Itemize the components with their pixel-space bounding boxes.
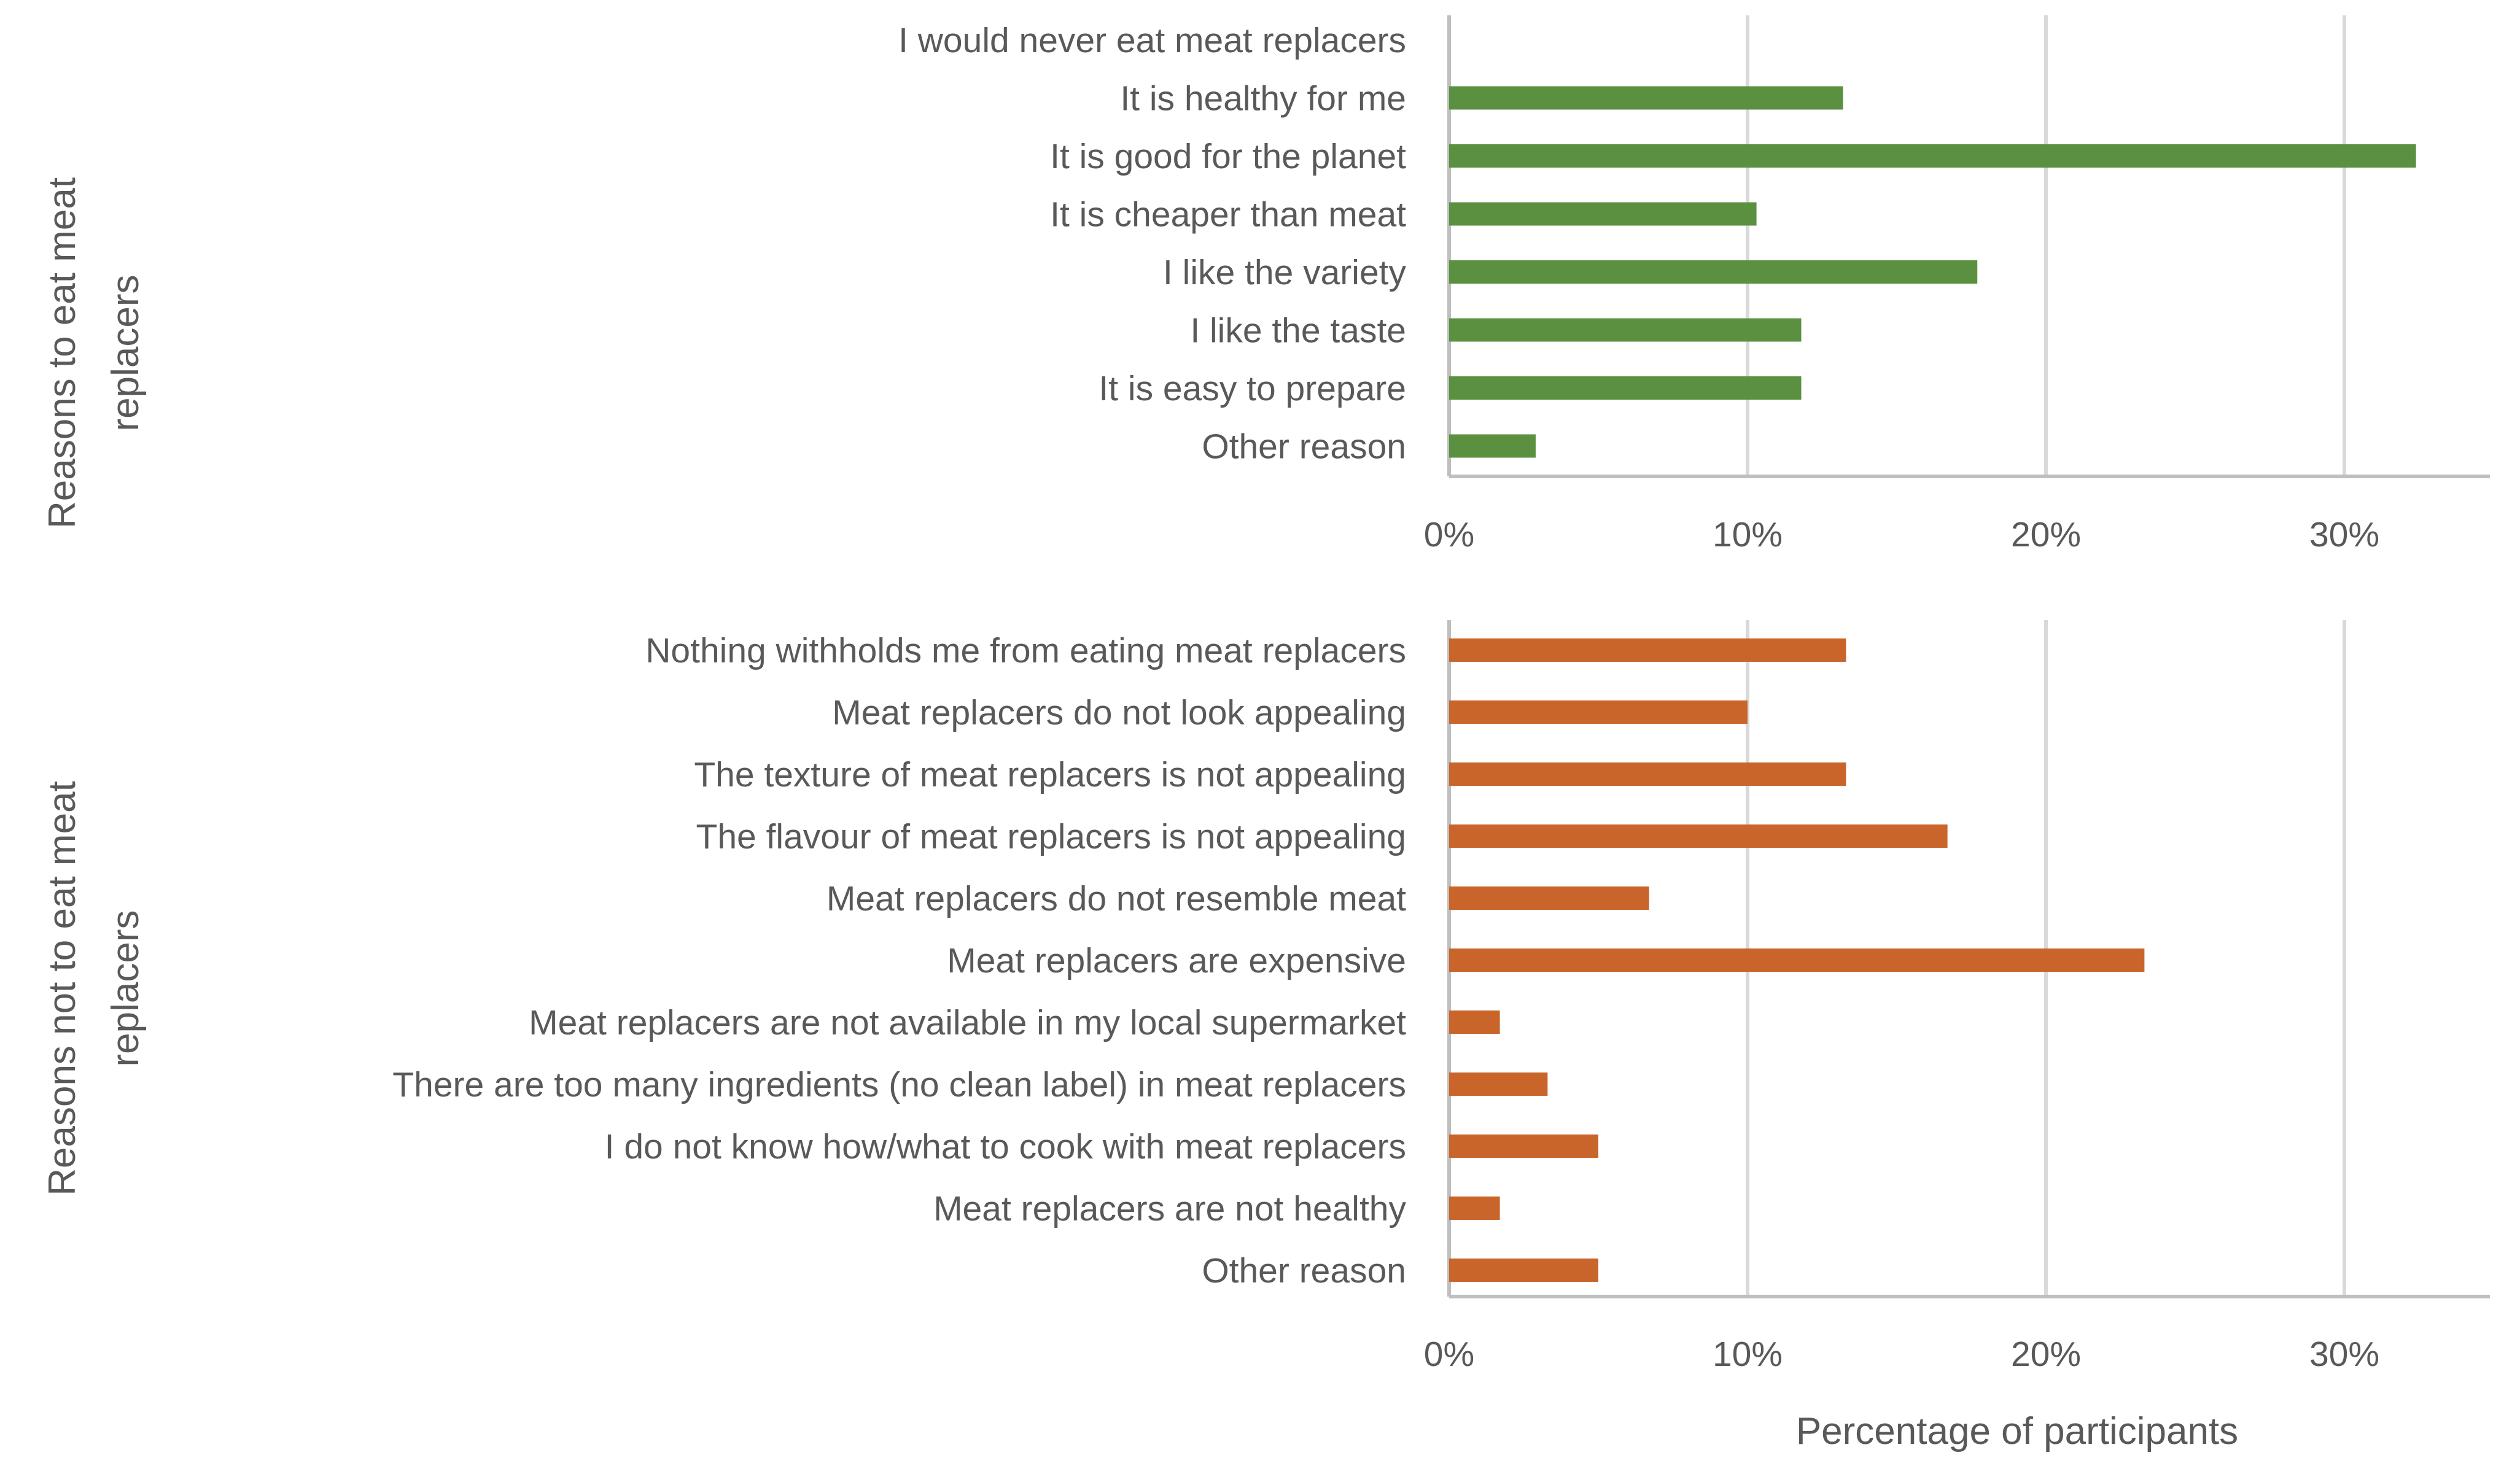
category-label: Meat replacers are not available in my l… xyxy=(529,1003,1406,1042)
bar xyxy=(1449,886,1649,910)
category-label: I like the variety xyxy=(1163,253,1406,292)
category-label: Other reason xyxy=(1202,1251,1406,1290)
ylabel-line-1: Reasons not to eat meat xyxy=(41,781,84,1196)
category-label: There are too many ingredients (no clean… xyxy=(392,1065,1406,1104)
category-label: It is good for the planet xyxy=(1050,137,1406,176)
ylabel-line-1: Reasons to eat meat xyxy=(41,177,84,529)
category-label: I would never eat meat replacers xyxy=(898,21,1406,60)
x-tick-label: 0% xyxy=(1424,515,1474,554)
x-tick-label: 20% xyxy=(2011,1335,2081,1374)
bar xyxy=(1449,86,1843,110)
bar xyxy=(1449,1010,1500,1034)
x-tick-label: 0% xyxy=(1424,1335,1474,1374)
category-label: I do not know how/what to cook with meat… xyxy=(605,1127,1406,1166)
bar xyxy=(1449,700,1748,724)
x-tick-label: 10% xyxy=(1713,1335,1783,1374)
bar xyxy=(1449,1073,1548,1096)
category-label: Nothing withholds me from eating meat re… xyxy=(645,631,1406,670)
xlabel: Percentage of participants xyxy=(1796,1410,2238,1453)
category-label: The texture of meat replacers is not app… xyxy=(694,755,1406,794)
x-tick-label: 30% xyxy=(2309,515,2379,554)
bar xyxy=(1449,202,1757,226)
x-tick-label: 20% xyxy=(2011,515,2081,554)
category-label: Meat replacers do not look appealing xyxy=(832,693,1406,732)
panel-reasons-to-eat: Reasons to eat meat replacers 0% 10% 20% 30… xyxy=(41,15,2490,554)
bar xyxy=(1449,1197,1500,1220)
bar xyxy=(1449,638,1846,662)
ylabel-line-2: replacers xyxy=(104,910,147,1067)
category-label: The flavour of meat replacers is not app… xyxy=(696,817,1406,856)
category-label: I like the taste xyxy=(1190,311,1406,351)
category-label: Meat replacers are not healthy xyxy=(933,1189,1406,1228)
bar xyxy=(1449,1135,1598,1158)
category-label: It is easy to prepare xyxy=(1099,369,1406,408)
category-label: Other reason xyxy=(1202,427,1406,467)
bar xyxy=(1449,824,1948,848)
bar xyxy=(1449,144,2416,168)
x-tick-label: 10% xyxy=(1713,515,1783,554)
bar xyxy=(1449,948,2145,972)
category-label: It is healthy for me xyxy=(1120,79,1406,118)
bar xyxy=(1449,762,1846,786)
category-label: Meat replacers do not resemble meat xyxy=(826,879,1406,918)
category-label: It is cheaper than meat xyxy=(1050,195,1406,235)
category-label: Meat replacers are expensive xyxy=(947,941,1406,980)
bar xyxy=(1449,376,1802,400)
panel-reasons-not-to-eat: Reasons not to eat meat replacers Percen… xyxy=(41,620,2490,1453)
bar xyxy=(1449,318,1802,342)
bar xyxy=(1449,434,1536,458)
bar xyxy=(1449,260,1978,284)
x-tick-label: 30% xyxy=(2309,1335,2379,1374)
ylabel-line-2: replacers xyxy=(104,275,147,432)
bar xyxy=(1449,1259,1598,1282)
